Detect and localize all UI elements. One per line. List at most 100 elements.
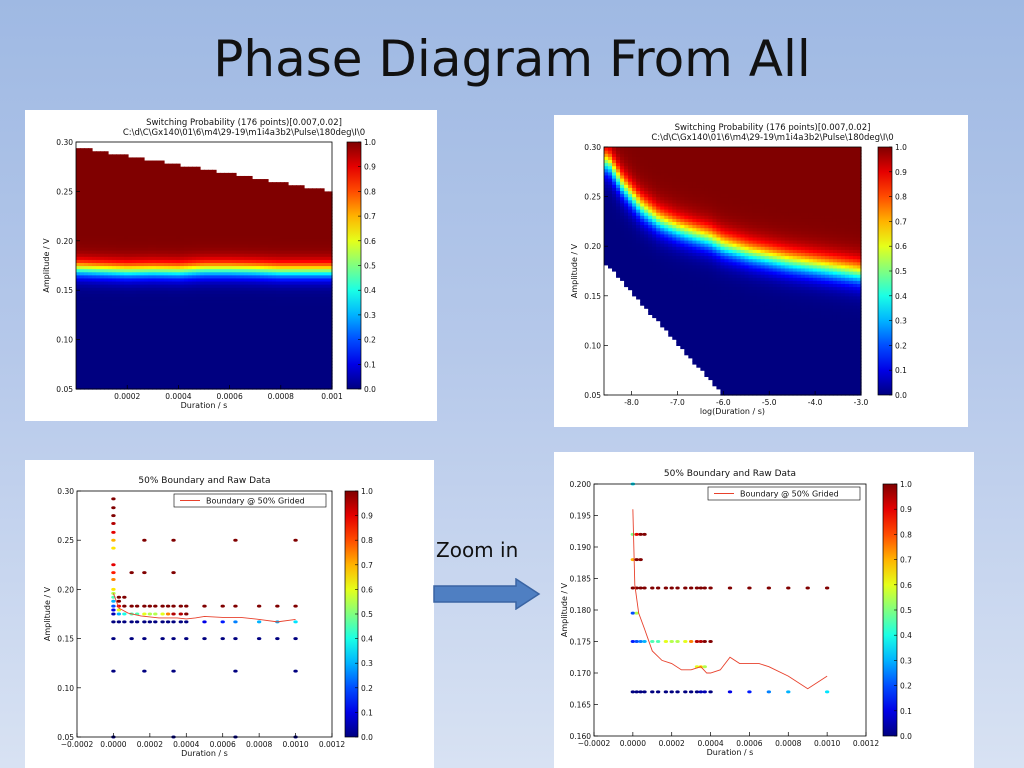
heatmap-cell bbox=[260, 222, 265, 226]
heatmap-cell bbox=[176, 256, 181, 260]
heatmap-cell bbox=[76, 376, 81, 381]
heatmap-cell bbox=[176, 213, 181, 217]
heatmap-cell bbox=[212, 311, 217, 316]
heatmap-cell bbox=[188, 274, 193, 279]
heatmap-cell bbox=[168, 370, 173, 375]
heatmap-cell bbox=[312, 370, 317, 375]
heatmap-cell bbox=[220, 256, 225, 260]
heatmap-cell bbox=[228, 345, 233, 350]
heatmap-cell bbox=[112, 262, 117, 267]
heatmap-cell bbox=[184, 284, 189, 288]
heatmap-cell bbox=[100, 160, 105, 165]
heatmap-cell bbox=[120, 311, 125, 316]
heatmap-cell bbox=[300, 305, 305, 310]
heatmap-cell bbox=[156, 222, 161, 226]
heatmap-cell bbox=[208, 259, 213, 264]
heatmap-cell bbox=[96, 358, 101, 362]
heatmap-cell bbox=[212, 336, 217, 341]
heatmap-cell bbox=[220, 370, 225, 375]
heatmap-cell bbox=[240, 175, 245, 180]
heatmap-cell bbox=[164, 333, 169, 338]
heatmap-cell bbox=[224, 324, 229, 328]
heatmap-cell bbox=[260, 296, 265, 301]
heatmap-cell bbox=[112, 234, 117, 239]
heatmap-cell bbox=[104, 175, 109, 180]
heatmap-cell bbox=[136, 333, 141, 338]
heatmap-cell bbox=[636, 252, 641, 257]
heatmap-cell bbox=[188, 268, 193, 273]
heatmap-cell bbox=[296, 268, 301, 273]
heatmap-cell bbox=[80, 333, 85, 338]
heatmap-cell bbox=[144, 243, 149, 248]
heatmap-cell bbox=[248, 311, 253, 316]
heatmap-cell bbox=[264, 225, 269, 230]
heatmap-cell bbox=[268, 243, 273, 248]
heatmap-cell bbox=[164, 308, 169, 313]
heatmap-cell bbox=[236, 256, 241, 260]
heatmap-cell bbox=[272, 336, 277, 341]
heatmap-cell bbox=[132, 213, 137, 217]
heatmap-cell bbox=[216, 225, 221, 230]
heatmap-cell bbox=[200, 262, 205, 267]
heatmap-cell bbox=[172, 351, 177, 356]
heatmap-cell bbox=[224, 206, 229, 211]
heatmap-cell bbox=[76, 339, 81, 344]
heatmap-cell bbox=[208, 330, 213, 335]
heatmap-cell bbox=[244, 324, 249, 328]
heatmap-cell bbox=[300, 216, 305, 220]
heatmap-cell bbox=[288, 216, 293, 220]
heatmap-cell bbox=[224, 246, 229, 251]
heatmap-cell bbox=[608, 153, 613, 157]
heatmap-cell bbox=[316, 367, 321, 372]
heatmap-cell bbox=[268, 293, 273, 297]
heatmap-cell bbox=[156, 367, 161, 372]
heatmap-cell bbox=[108, 194, 113, 199]
heatmap-cell bbox=[136, 358, 141, 362]
heatmap-cell bbox=[612, 159, 617, 164]
heatmap-cell bbox=[100, 213, 105, 217]
heatmap-cell bbox=[120, 256, 125, 260]
heatmap-cell bbox=[320, 385, 325, 390]
heatmap-cell bbox=[308, 240, 313, 245]
heatmap-cell bbox=[104, 277, 109, 282]
heatmap-cell bbox=[160, 250, 165, 254]
heatmap-cell bbox=[180, 317, 185, 322]
heatmap-cell bbox=[108, 324, 113, 328]
heatmap-cell bbox=[632, 283, 637, 288]
heatmap-cell bbox=[216, 348, 221, 353]
heatmap-cell bbox=[160, 216, 165, 220]
heatmap-cell bbox=[280, 222, 285, 226]
heatmap-cell bbox=[212, 358, 217, 362]
heatmap-cell bbox=[196, 246, 201, 251]
heatmap-cell bbox=[616, 202, 621, 207]
heatmap-cell bbox=[212, 268, 217, 273]
heatmap-cell bbox=[132, 191, 137, 196]
heatmap-cell bbox=[160, 299, 165, 304]
heatmap-cell bbox=[148, 191, 153, 196]
heatmap-cell bbox=[628, 209, 633, 213]
heatmap-cell bbox=[184, 367, 189, 372]
heatmap-cell bbox=[252, 265, 257, 270]
heatmap-cell bbox=[144, 197, 149, 202]
heatmap-cell bbox=[272, 237, 277, 242]
heatmap-cell bbox=[92, 336, 97, 341]
heatmap-cell bbox=[168, 166, 173, 171]
heatmap-cell bbox=[212, 265, 217, 270]
heatmap-cell bbox=[616, 181, 621, 185]
heatmap-cell bbox=[268, 256, 273, 260]
heatmap-cell bbox=[324, 336, 329, 341]
heatmap-cell bbox=[192, 358, 197, 362]
heatmap-cell bbox=[184, 265, 189, 270]
heatmap-cell bbox=[136, 355, 141, 359]
heatmap-cell bbox=[240, 271, 245, 276]
heatmap-cell bbox=[212, 302, 217, 307]
heatmap-cell bbox=[208, 203, 213, 208]
heatmap-cell bbox=[176, 382, 181, 387]
heatmap-cell bbox=[272, 311, 277, 316]
heatmap-cell bbox=[256, 219, 261, 223]
heatmap-cell bbox=[200, 203, 205, 208]
heatmap-cell bbox=[276, 305, 281, 310]
heatmap-cell bbox=[300, 243, 305, 248]
heatmap-cell bbox=[112, 175, 117, 180]
heatmap-cell bbox=[232, 203, 237, 208]
